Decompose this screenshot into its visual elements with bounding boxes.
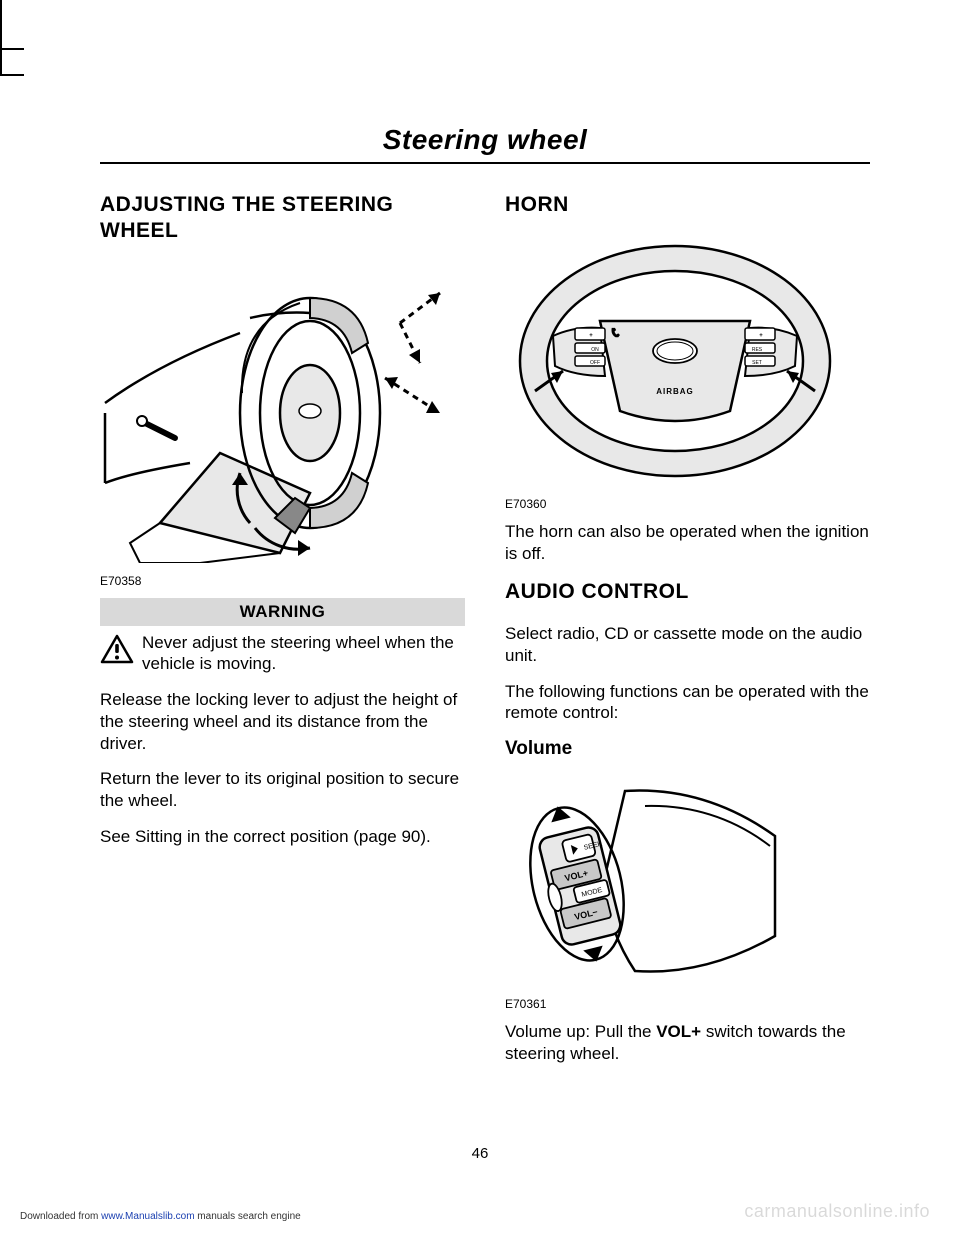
crop-mark (0, 48, 24, 50)
figure-id: E70358 (100, 574, 465, 588)
paragraph: See Sitting in the correct position (pag… (100, 826, 465, 848)
figure-id: E70361 (505, 997, 870, 1011)
warning-triangle-icon (100, 634, 134, 664)
section-horn: HORN (505, 192, 870, 218)
svg-text:+: + (589, 333, 593, 339)
two-column-layout: ADJUSTING THE STEERING WHEEL (100, 192, 870, 1079)
page-content: Steering wheel ADJUSTING THE STEERING WH… (0, 76, 960, 1079)
footer-prefix: Downloaded from (20, 1211, 101, 1222)
warning-text: Never adjust the steering wheel when the… (142, 632, 465, 676)
paragraph: The following functions can be operated … (505, 681, 870, 725)
paragraph: Release the locking lever to adjust the … (100, 689, 465, 754)
footer-suffix: manuals search engine (195, 1211, 301, 1222)
steering-adjust-illustration (100, 263, 460, 563)
left-column: ADJUSTING THE STEERING WHEEL (100, 192, 465, 1079)
title-rule (100, 162, 870, 164)
figure-id: E70360 (505, 497, 870, 511)
right-column: HORN + ON OFF (505, 192, 870, 1079)
airbag-label: AIRBAG (656, 387, 694, 396)
watermark: carmanualsonline.info (744, 1201, 930, 1222)
warning-body: Never adjust the steering wheel when the… (100, 632, 465, 676)
crop-mark (0, 24, 2, 48)
crop-mark (0, 50, 2, 74)
res-label: RES (752, 347, 763, 353)
paragraph: Return the lever to its original positio… (100, 768, 465, 812)
section-audio: AUDIO CONTROL (505, 579, 870, 605)
off-label: OFF (590, 360, 600, 366)
warning-label: WARNING (100, 598, 465, 626)
footer-link[interactable]: www.Manualslib.com (101, 1211, 194, 1222)
section-adjusting: ADJUSTING THE STEERING WHEEL (100, 192, 465, 245)
on-label: ON (591, 347, 599, 353)
footer-source: Downloaded from www.Manualslib.com manua… (20, 1211, 301, 1222)
page-number: 46 (0, 1145, 960, 1162)
figure-steering-adjust: E70358 (100, 263, 465, 588)
chapter-title: Steering wheel (100, 124, 870, 156)
figure-horn: + ON OFF + RES SET AIRBAG (505, 236, 870, 511)
vol-text-prefix: Volume up: Pull the (505, 1022, 656, 1041)
paragraph-vol: Volume up: Pull the VOL+ switch towards … (505, 1021, 870, 1065)
set-label: SET (752, 360, 762, 366)
subsection-volume: Volume (505, 738, 870, 760)
paragraph: The horn can also be operated when the i… (505, 521, 870, 565)
volume-control-illustration: SEEK VOL+ MODE VOL− (505, 776, 795, 986)
horn-illustration: + ON OFF + RES SET AIRBAG (505, 236, 845, 486)
crop-mark (0, 0, 2, 24)
svg-text:+: + (759, 333, 763, 339)
figure-volume: SEEK VOL+ MODE VOL− (505, 776, 870, 1011)
paragraph: Select radio, CD or cassette mode on the… (505, 623, 870, 667)
vol-text-bold: VOL+ (656, 1022, 701, 1041)
